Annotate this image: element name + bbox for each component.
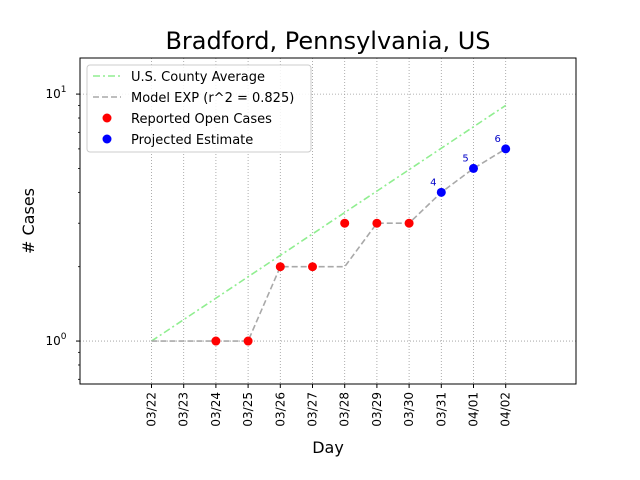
x-tick-label: 04/02 <box>499 392 513 427</box>
x-tick-label: 03/25 <box>241 392 255 427</box>
x-tick-label: 03/29 <box>370 392 384 427</box>
x-tick-label: 03/27 <box>306 392 320 427</box>
reported-case-point <box>404 218 414 228</box>
projected-point-label: 5 <box>462 153 468 164</box>
model-exp-line <box>151 148 507 342</box>
x-tick-label: 03/31 <box>434 392 448 427</box>
y-tick-label: 101 <box>45 85 66 101</box>
plot-frame <box>79 57 577 385</box>
projected-point <box>436 187 446 197</box>
legend-label: U.S. County Average <box>131 70 265 85</box>
projected-point-label: 6 <box>495 134 501 145</box>
x-tick-label: 04/01 <box>467 392 481 427</box>
y-tick-base: 10 <box>45 334 60 348</box>
x-tick-label: 03/22 <box>145 392 159 427</box>
legend-label: Reported Open Cases <box>131 112 272 127</box>
series-layer: 4 5 6 <box>151 104 511 346</box>
reported-case-point <box>340 218 350 228</box>
reported-case-point <box>243 336 253 346</box>
county-average-line <box>151 104 507 342</box>
legend-box <box>86 64 312 153</box>
reported-case-point <box>275 262 285 272</box>
legend-label: Projected Estimate <box>131 133 253 148</box>
x-tick-label: 03/30 <box>402 392 416 427</box>
reported-case-point <box>308 262 317 272</box>
legend-marker <box>102 113 112 123</box>
x-tick-label: 03/26 <box>273 392 287 427</box>
projected-point-label: 4 <box>430 177 436 188</box>
y-tick-exponent: 0 <box>61 332 67 342</box>
projected-point <box>501 144 511 154</box>
legend: U.S. County Average Model EXP (r^2 = 0.82… <box>86 64 312 153</box>
reported-case-point <box>372 218 382 228</box>
x-tick-label: 03/24 <box>209 392 223 427</box>
projected-point <box>469 163 478 173</box>
x-axis-label: Day <box>312 438 344 457</box>
chart-title: Bradford, Pennsylvania, US <box>165 27 490 55</box>
y-tick-base: 10 <box>45 87 60 101</box>
y-tick-exponent: 1 <box>61 85 67 95</box>
x-axis: 03/22 03/23 03/24 03/25 03/26 03/27 03/28 03/29… <box>145 384 513 427</box>
legend-label: Model EXP (r^2 = 0.825) <box>131 91 294 106</box>
reported-case-point <box>211 336 221 346</box>
legend-marker <box>102 134 112 144</box>
y-axis-label: # Cases <box>19 188 38 254</box>
x-tick-label: 03/23 <box>177 392 191 427</box>
x-tick-label: 03/28 <box>338 392 352 427</box>
y-tick-label: 100 <box>45 332 66 348</box>
